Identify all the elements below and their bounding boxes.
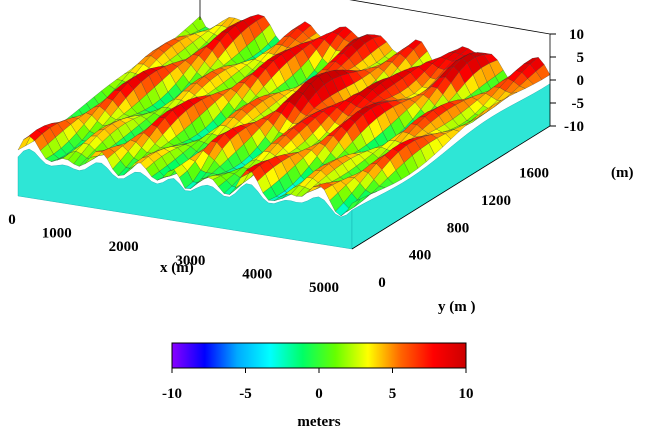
y-tick-label: 800 — [447, 220, 470, 236]
z-axis-label: (m) — [611, 165, 634, 181]
surface-base — [17, 83, 551, 250]
z-tick-label: -5 — [572, 96, 585, 112]
colorbar-label: meters — [297, 414, 340, 430]
x-tick-label: 1000 — [42, 226, 72, 242]
z-tick-label: 0 — [577, 73, 585, 89]
x-tick-label: 4000 — [242, 266, 272, 282]
y-tick-label: 1600 — [519, 166, 549, 182]
y-axis-label: y (m ) — [438, 299, 476, 315]
colorbar: -10 -5 0 5 10 — [162, 342, 474, 402]
z-tick-label: 10 — [569, 27, 584, 43]
colorbar-tick-label: 0 — [315, 386, 323, 402]
x-axis-label: x (m) — [160, 260, 194, 276]
colorbar-tick-label: 5 — [389, 386, 397, 402]
x-tick-label: 3000 — [175, 253, 205, 269]
x-tick-label: 0 — [8, 212, 16, 228]
z-tick-label: 5 — [577, 50, 585, 66]
y-tick-label: 400 — [409, 248, 432, 264]
surface-right-face — [351, 83, 551, 250]
surface-cell — [346, 198, 361, 213]
colorbar-tick-label: 10 — [459, 386, 474, 402]
axis-ticks: 0 1000 2000 3000 4000 5000 0 400 800 1200 1600 10 5 0… — [8, 27, 584, 296]
z-tick-label: -10 — [564, 119, 584, 135]
x-tick-label: 5000 — [309, 280, 339, 296]
y-tick-label: 0 — [378, 275, 386, 291]
colorbar-tick-label: -5 — [239, 386, 252, 402]
surface-front-face — [17, 148, 353, 250]
x-tick-label: 2000 — [109, 239, 139, 255]
colorbar-gradient — [171, 342, 467, 369]
box-edge — [351, 125, 551, 250]
surface-mesh — [17, 14, 551, 217]
y-tick-label: 1200 — [481, 193, 511, 209]
box-edge — [349, 0, 551, 35]
colorbar-tick-label: -10 — [162, 386, 182, 402]
